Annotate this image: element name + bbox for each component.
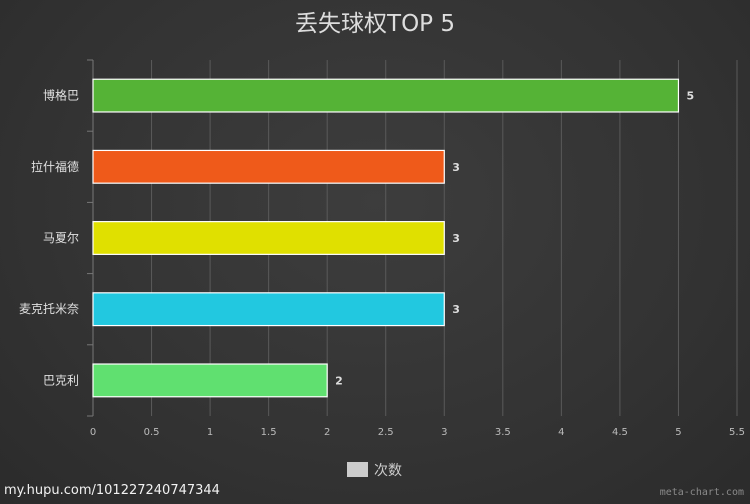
legend-label: 次数 [374, 463, 402, 479]
credit-link[interactable]: meta-chart.com [659, 487, 744, 498]
x-tick-label: 0 [90, 427, 96, 438]
watermark: my.hupu.com/101227240747344 [4, 483, 220, 498]
x-tick-label: 2.5 [378, 427, 394, 438]
data-label: 2 [335, 374, 343, 387]
x-tick-label: 3 [441, 427, 447, 438]
chart-title: 丢失球权TOP 5 [295, 11, 455, 37]
data-label: 3 [452, 303, 460, 316]
x-tick-label: 4.5 [612, 427, 628, 438]
x-tick-label: 5.5 [729, 427, 745, 438]
category-label: 麦克托米奈 [19, 302, 79, 316]
data-label: 3 [452, 232, 460, 245]
x-tick-label: 3.5 [495, 427, 511, 438]
category-label: 马夏尔 [43, 230, 79, 245]
legend-swatch [347, 462, 368, 477]
x-tick-label: 1.5 [261, 427, 277, 438]
category-label: 巴克利 [43, 373, 79, 387]
x-tick-labels: 0 0.5 1 1.5 2 2.5 3 3.5 4 4.5 5 5.5 [90, 427, 745, 438]
x-tick-label: 0.5 [144, 427, 160, 438]
data-label: 5 [686, 90, 694, 103]
x-tick-label: 4 [558, 427, 564, 438]
bar[interactable] [92, 363, 328, 398]
legend[interactable]: 次数 [347, 462, 402, 479]
data-label: 3 [452, 161, 460, 174]
bar[interactable] [92, 221, 445, 255]
category-label: 博格巴 [43, 88, 79, 103]
x-tick-label: 2 [324, 427, 330, 438]
bar[interactable] [92, 78, 680, 113]
bar[interactable] [92, 149, 445, 184]
x-tick-label: 1 [207, 427, 213, 438]
category-label: 拉什福德 [31, 159, 79, 174]
x-tick-label: 5 [675, 427, 681, 438]
bars: 5 3 3 3 2 [92, 78, 694, 398]
bar[interactable] [92, 292, 445, 327]
